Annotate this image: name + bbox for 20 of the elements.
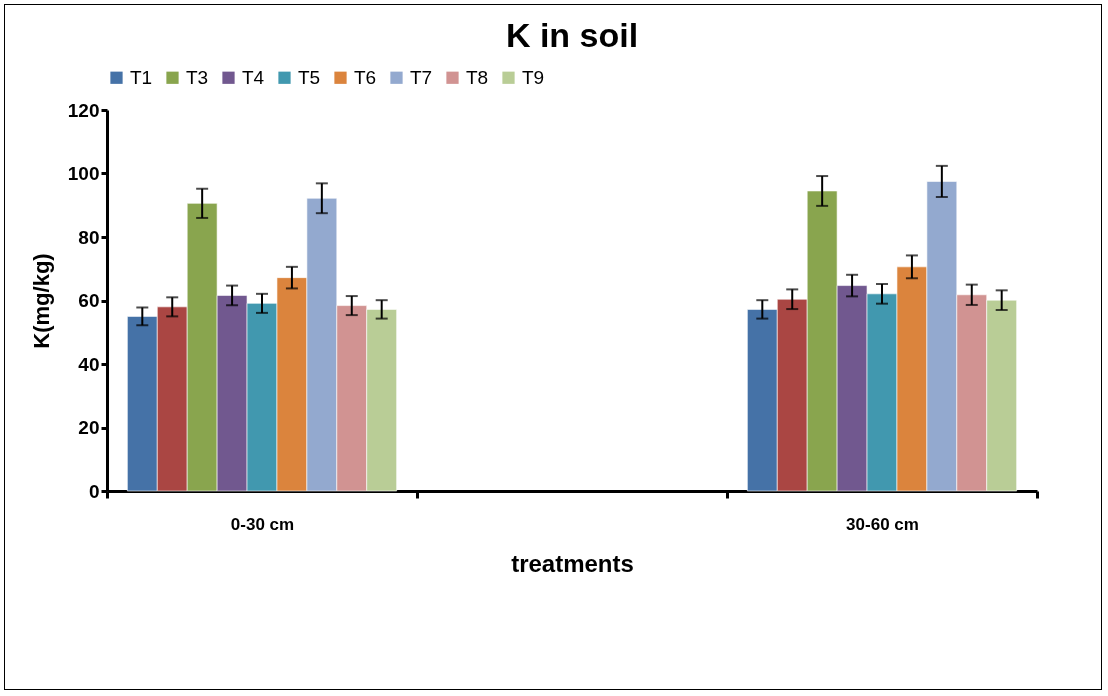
chart-title: K in soil — [505, 16, 639, 54]
legend-label: T5 — [298, 66, 321, 88]
y-tick-label: 20 — [78, 417, 100, 438]
legend-label: T1 — [130, 66, 153, 88]
legend-label: T4 — [242, 66, 265, 88]
legend-label: T6 — [354, 66, 377, 88]
x-axis-title: treatments — [511, 549, 634, 577]
y-tick-label: 80 — [78, 226, 100, 248]
legend-label: T7 — [410, 66, 433, 88]
y-axis-title: K(mg/kg) — [28, 253, 54, 349]
x-tick-label: 30-60 cm — [846, 514, 919, 534]
y-tick-label: 100 — [67, 163, 100, 184]
y-tick-label: 60 — [78, 290, 100, 311]
legend-label: T9 — [522, 66, 545, 88]
y-tick-label: 40 — [78, 353, 100, 375]
legend-label: T8 — [466, 66, 489, 88]
y-tick-label: 120 — [67, 99, 100, 121]
x-tick-label: 0-30 cm — [230, 514, 295, 534]
legend-label: T3 — [186, 66, 209, 88]
y-tick-label: 0 — [88, 480, 100, 502]
